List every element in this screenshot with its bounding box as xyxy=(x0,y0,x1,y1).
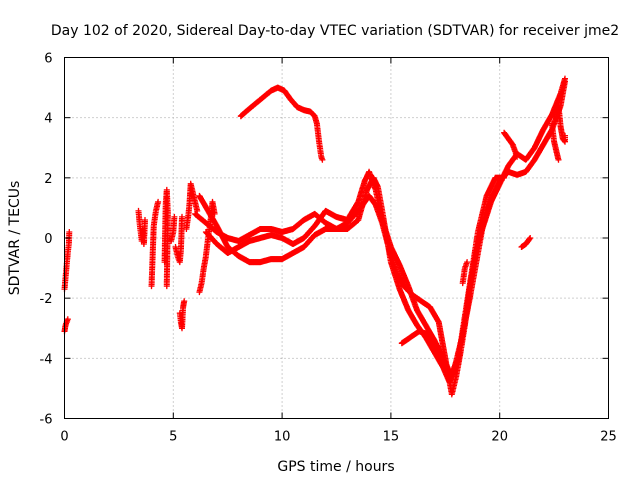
y-tick-label: 6 xyxy=(44,52,52,67)
data-point xyxy=(319,156,326,163)
y-axis-label: SDTVAR / TECUs xyxy=(7,181,23,296)
data-point xyxy=(562,132,568,139)
y-tick-label: -6 xyxy=(40,413,53,428)
x-tick-label: 5 xyxy=(169,430,177,445)
chart-title: Day 102 of 2020, Sidereal Day-to-day VTE… xyxy=(51,23,619,39)
data-point xyxy=(562,75,568,82)
data-point xyxy=(527,235,534,241)
x-tick-label: 0 xyxy=(60,430,68,445)
data-point xyxy=(66,229,73,235)
data-point xyxy=(514,153,521,160)
x-tick-label: 25 xyxy=(600,430,617,445)
data-point xyxy=(464,259,471,266)
data-point xyxy=(155,198,162,205)
x-tick-label: 10 xyxy=(274,430,291,445)
data-point xyxy=(171,213,178,220)
data-point xyxy=(442,361,449,368)
y-tick-label: 4 xyxy=(44,112,52,127)
y-tick-label: -2 xyxy=(40,292,53,307)
plot-frame xyxy=(64,57,609,419)
data-points xyxy=(61,75,568,398)
axis-ticks: 0 5 10 15 20 25 -6 -4 -2 0 2 4 6 xyxy=(40,52,617,445)
data-point xyxy=(142,217,148,223)
x-axis-label: GPS time / hours xyxy=(277,459,394,475)
y-tick-label: -4 xyxy=(40,352,53,367)
x-tick-label: 20 xyxy=(491,430,508,445)
data-point xyxy=(526,235,533,242)
x-tick-label: 15 xyxy=(383,430,400,445)
y-tick-label: 0 xyxy=(44,232,52,247)
data-point xyxy=(64,316,71,323)
data-point xyxy=(555,156,562,163)
data-point xyxy=(163,283,170,290)
y-tick-label: 2 xyxy=(44,172,52,187)
grid-lines xyxy=(64,57,609,419)
data-point xyxy=(501,174,508,181)
data-point xyxy=(181,298,188,305)
data-point xyxy=(179,213,185,220)
data-point xyxy=(561,137,568,144)
